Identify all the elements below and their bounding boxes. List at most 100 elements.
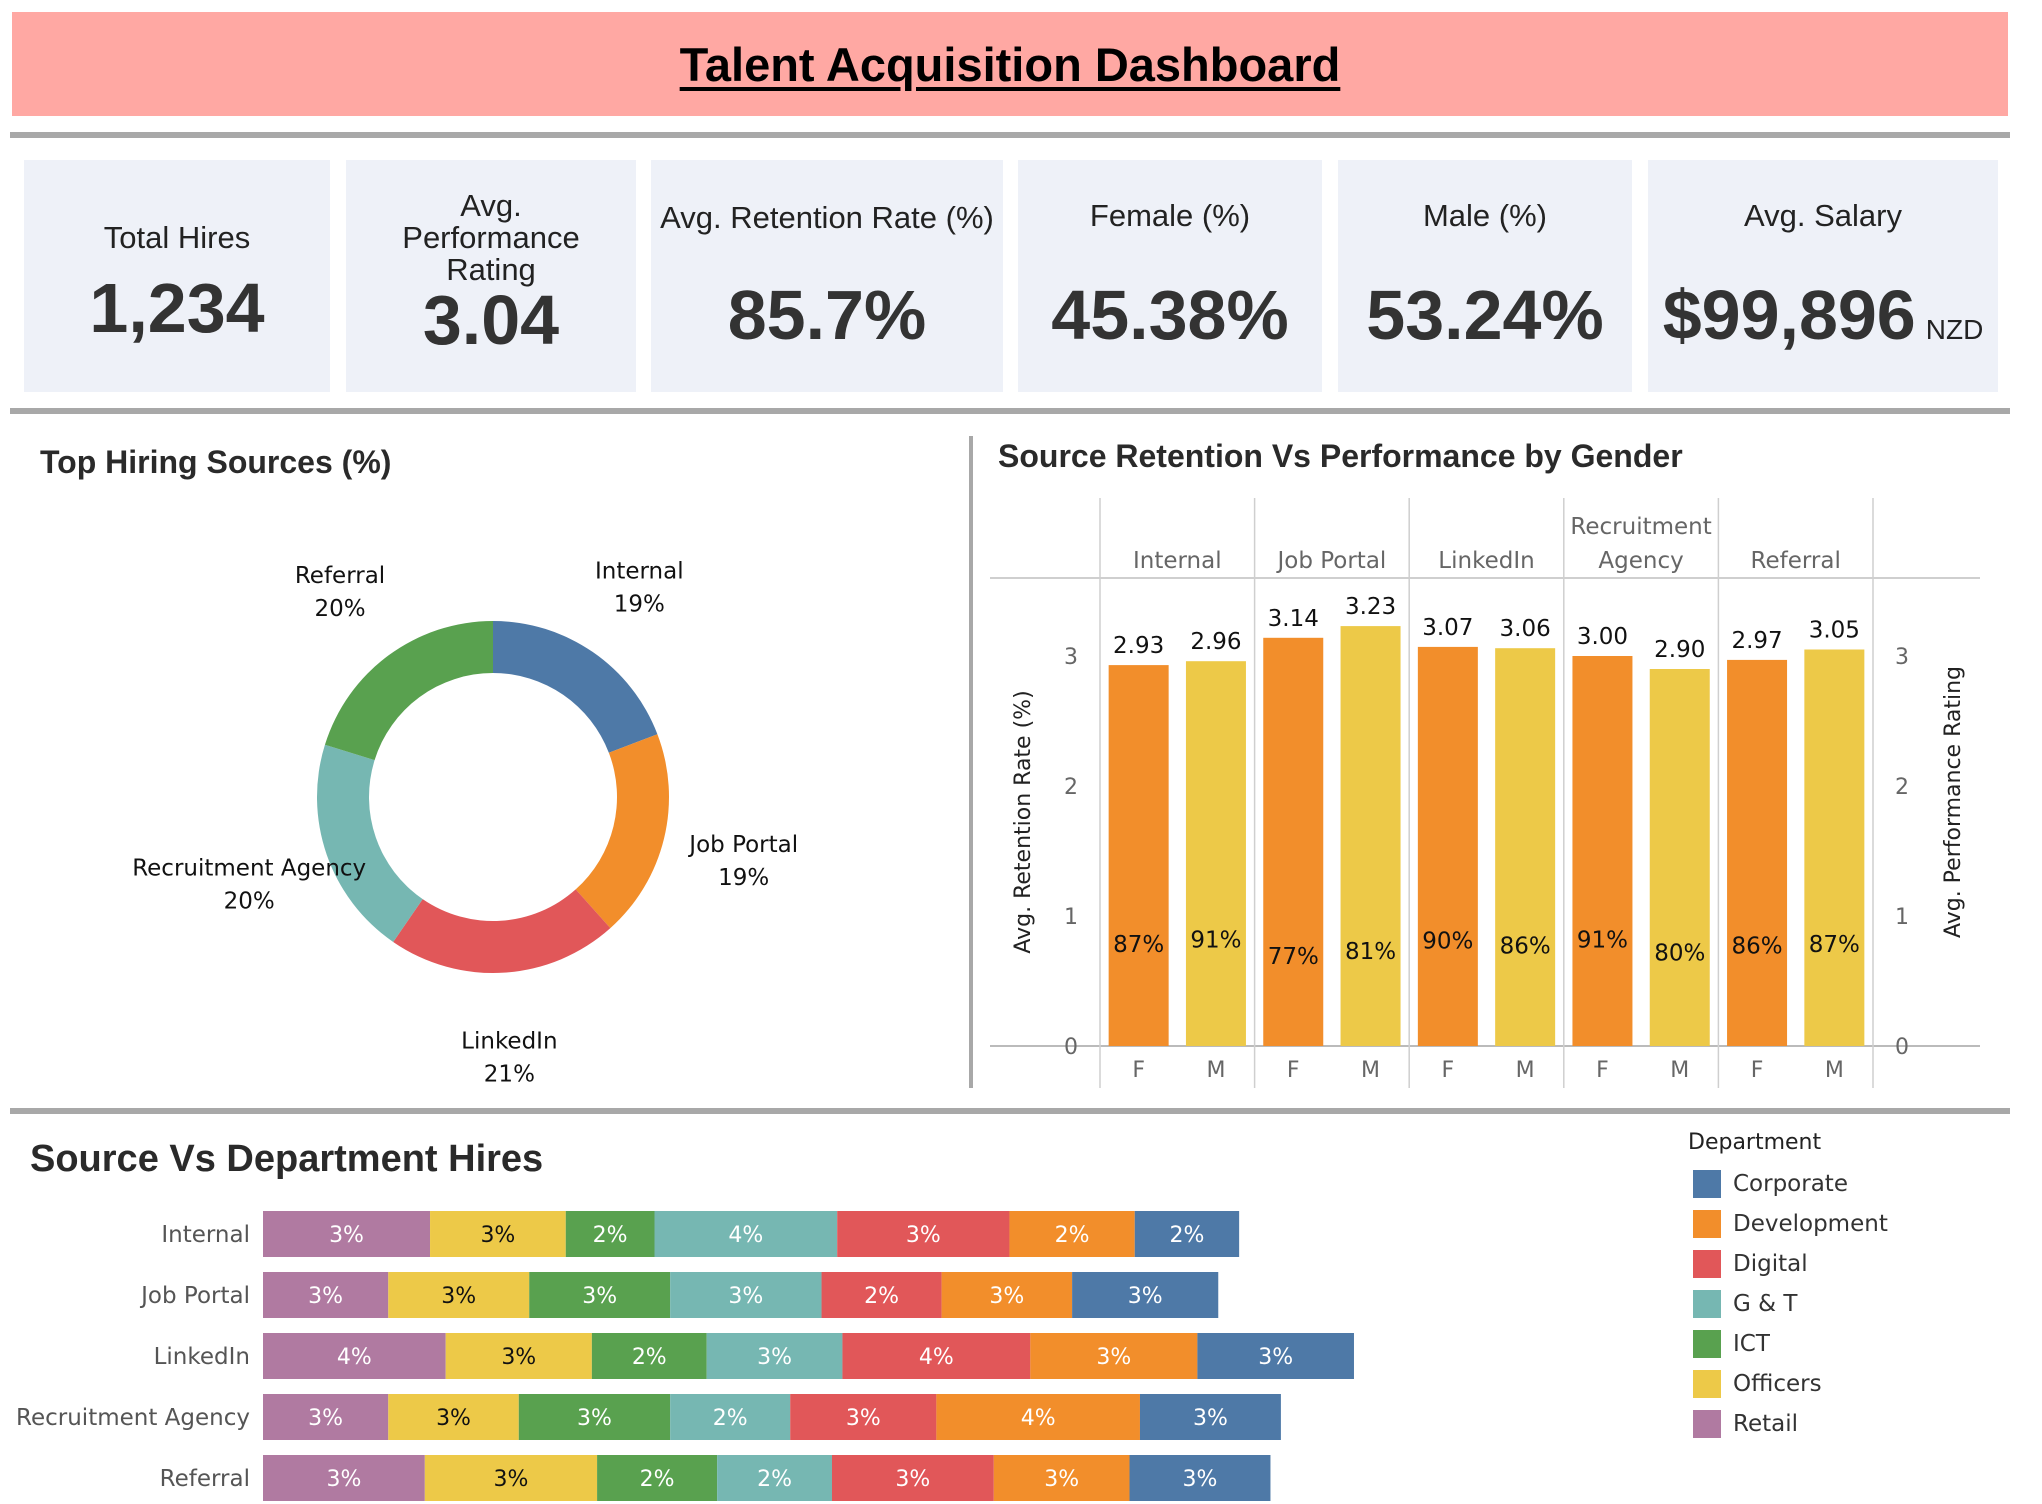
segment-job-portal-officers: [388, 1272, 530, 1318]
bar-value-label: 2.97: [1731, 628, 1782, 654]
donut-label-referral: Referral: [295, 563, 385, 589]
retention-label: 86%: [1500, 933, 1551, 959]
retention-label: 91%: [1577, 928, 1628, 954]
kpi-female-pct: Female (%) 45.38%: [1018, 160, 1322, 392]
legend-swatch: [1693, 1210, 1721, 1238]
segment-job-portal-ict: [529, 1272, 671, 1318]
donut-slice-job-portal: [575, 734, 669, 929]
bar-value-label: 3.00: [1577, 624, 1628, 650]
retention-label: 91%: [1190, 928, 1241, 954]
stacked-title: Source Vs Department Hires: [30, 1138, 544, 1180]
y-tick-left: 0: [1064, 1035, 1078, 1060]
segment-internal-officers: [430, 1211, 566, 1257]
bar-value-label: 3.07: [1422, 615, 1473, 641]
x-tick-gender: M: [1516, 1058, 1535, 1083]
segment-label: 3%: [989, 1284, 1024, 1309]
kpi-value: 45.38%: [1051, 276, 1289, 354]
segment-label: 2%: [757, 1467, 792, 1492]
segment-label: 3%: [329, 1223, 364, 1248]
segment-label: 3%: [308, 1406, 343, 1431]
legend-swatch: [1693, 1330, 1721, 1358]
segment-job-portal-retail: [263, 1272, 389, 1318]
group-header-referral: Referral: [1751, 548, 1841, 574]
retention-label: 87%: [1113, 932, 1164, 958]
kpi-label: Avg. Performance Rating: [402, 188, 580, 287]
segment-linkedin-retail: [263, 1333, 446, 1379]
kpi-label: Male (%): [1422, 198, 1547, 233]
bar-linkedin-m: [1495, 648, 1556, 1046]
segment-recruitment-agency-officers: [388, 1394, 519, 1440]
segment-label: 3%: [906, 1223, 941, 1248]
kpi-avg-retention: Avg. Retention Rate (%) 85.7%: [651, 160, 1003, 392]
retention-label: 86%: [1731, 933, 1782, 959]
legend-label: Digital: [1733, 1251, 1808, 1277]
segment-label: 2%: [632, 1345, 667, 1370]
y-tick-left: 1: [1064, 905, 1078, 930]
segment-label: 3%: [577, 1406, 612, 1431]
segment-label: 3%: [326, 1467, 361, 1492]
legend-item-g-and-t[interactable]: G & T: [1693, 1289, 1797, 1319]
y-tick-right: 0: [1895, 1035, 1909, 1060]
y-tick-right: 1: [1895, 905, 1909, 930]
segment-label: 3%: [757, 1345, 792, 1370]
y-tick-right: 3: [1895, 645, 1909, 670]
kpi-value: 3.04: [422, 281, 560, 359]
legend-item-development[interactable]: Development: [1693, 1209, 1888, 1239]
legend-label: Development: [1733, 1211, 1888, 1237]
segment-label: 3%: [582, 1284, 617, 1309]
bar-value-label: 3.06: [1500, 616, 1551, 642]
legend-label: Officers: [1733, 1371, 1822, 1397]
legend-swatch: [1693, 1250, 1721, 1278]
segment-referral-digital: [831, 1455, 994, 1501]
segment-linkedin-digital: [842, 1333, 1031, 1379]
bar-referral-m: [1804, 649, 1865, 1046]
segment-job-portal-digital: [821, 1272, 942, 1318]
legend-label: Retail: [1733, 1411, 1798, 1437]
segment-label: 3%: [1044, 1467, 1079, 1492]
donut-value-job-portal: 19%: [718, 865, 769, 891]
bar-referral-f: [1727, 659, 1788, 1046]
retention-performance-chart: 0 0 1 1 2 2 3 3 Avg. Retention Rate (%) Avg. Perf…: [990, 498, 1980, 1088]
segment-internal-g-t: [654, 1211, 838, 1257]
legend-label: ICT: [1733, 1331, 1770, 1357]
legend-item-ict[interactable]: ICT: [1693, 1329, 1770, 1359]
kpi-total-hires: Total Hires 1,234: [24, 160, 330, 392]
x-tick-gender: M: [1670, 1058, 1689, 1083]
divider-bottom: [10, 1108, 2010, 1114]
segment-label: 3%: [1258, 1345, 1293, 1370]
legend-item-corporate[interactable]: Corporate: [1693, 1169, 1848, 1199]
bar-value-label: 2.96: [1190, 629, 1241, 655]
retention-label: 77%: [1268, 944, 1319, 970]
kpi-avg-salary: Avg. Salary $99,896 NZD: [1648, 160, 1998, 392]
divider-top: [10, 132, 2010, 138]
legend-item-officers[interactable]: Officers: [1693, 1369, 1822, 1399]
segment-internal-ict: [565, 1211, 655, 1257]
segment-recruitment-agency-corporate: [1139, 1394, 1281, 1440]
bar-job-portal-m: [1340, 626, 1401, 1046]
x-tick-gender: F: [1596, 1058, 1609, 1083]
legend-item-retail[interactable]: Retail: [1693, 1409, 1798, 1439]
donut-value-referral: 20%: [314, 596, 365, 622]
retention-label: 90%: [1422, 929, 1473, 955]
bar-value-label: 2.90: [1654, 637, 1705, 663]
retention-label: 87%: [1809, 932, 1860, 958]
dashboard-header: Talent Acquisition Dashboard: [12, 12, 2008, 116]
segment-recruitment-agency-ict: [518, 1394, 671, 1440]
legend-item-digital[interactable]: Digital: [1693, 1249, 1808, 1279]
donut-slice-internal: [493, 621, 658, 753]
retention-label: 81%: [1345, 939, 1396, 965]
segment-recruitment-agency-retail: [263, 1394, 389, 1440]
y-tick-left: 3: [1064, 645, 1078, 670]
group-header-recruitment-agency: Recruitment: [1570, 514, 1711, 540]
y-tick-left: 2: [1064, 775, 1078, 800]
bar-internal-f: [1108, 665, 1169, 1046]
donut-slice-referral: [324, 621, 493, 761]
segment-linkedin-development: [1030, 1333, 1198, 1379]
segment-label: 4%: [728, 1223, 763, 1248]
segment-label: 3%: [441, 1284, 476, 1309]
kpi-value: $99,896 NZD: [1648, 275, 1998, 355]
x-tick-gender: F: [1751, 1058, 1764, 1083]
row-label-internal: Internal: [161, 1222, 250, 1248]
y-tick-right: 2: [1895, 775, 1909, 800]
bar-value-label: 2.93: [1113, 633, 1164, 659]
